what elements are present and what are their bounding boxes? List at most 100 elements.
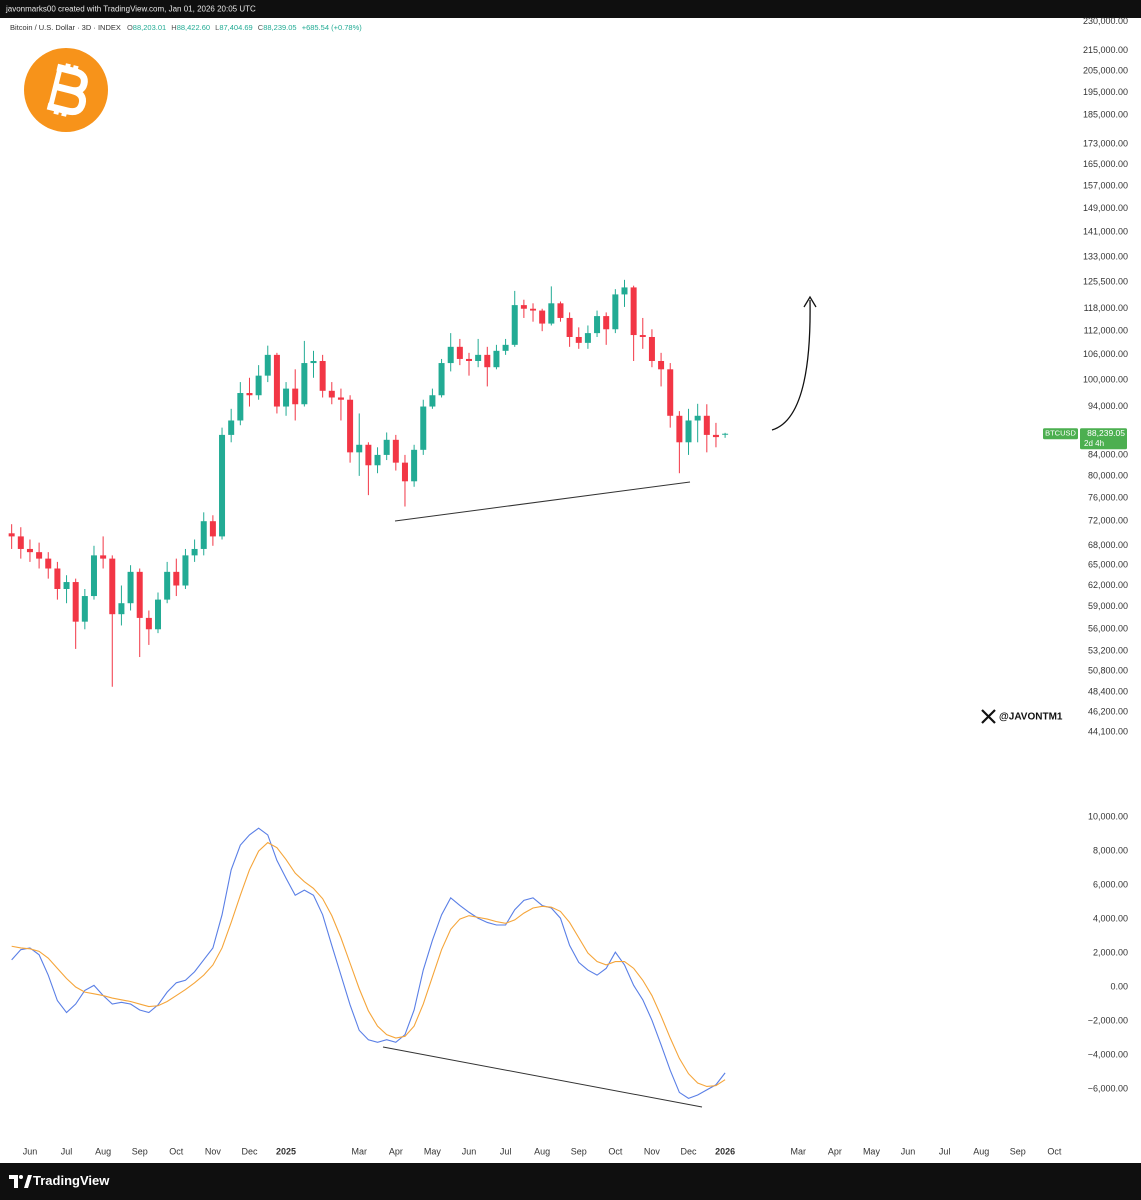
candle-body	[566, 317, 573, 337]
candle-body	[310, 360, 317, 364]
x-tick-label: Jun	[901, 1146, 916, 1156]
x-tick-label: Nov	[205, 1146, 222, 1156]
ohlc-key: H	[171, 23, 176, 32]
y-tick-label: 100,000.00	[1083, 374, 1128, 384]
y-tick-label: −2,000.00	[1088, 1015, 1128, 1025]
candle-body	[209, 521, 216, 537]
y-tick-label: 2,000.00	[1093, 947, 1128, 957]
candle-body	[347, 399, 354, 453]
candle-body	[301, 363, 308, 405]
x-tick-label: Apr	[389, 1146, 403, 1156]
candle-body	[694, 415, 701, 421]
candle-body	[90, 555, 97, 597]
candle-body	[712, 434, 719, 438]
ohlc-value: 88,239.05	[263, 23, 296, 32]
candle-body	[328, 390, 335, 398]
ohlc-value: 88,203.01	[133, 23, 166, 32]
candle-body	[127, 571, 134, 604]
candle-body	[136, 571, 143, 618]
candle-body	[667, 369, 674, 416]
candle-body	[63, 582, 70, 589]
y-tick-label: 6,000.00	[1093, 879, 1128, 889]
candle-body	[465, 358, 472, 361]
x-tick-label: Dec	[681, 1146, 698, 1156]
candle-body	[283, 388, 290, 407]
candle-body	[191, 548, 198, 556]
candle-body	[26, 548, 33, 553]
x-logo	[981, 709, 996, 724]
footer-bar	[0, 1163, 1141, 1200]
candle-body	[603, 316, 610, 330]
logo-mark	[19, 1175, 23, 1179]
logo-mark	[9, 1175, 18, 1188]
logo-glyph	[46, 63, 88, 117]
ohlc-key: L	[215, 23, 219, 32]
candle-body	[182, 555, 189, 586]
ohlc-key: O	[127, 23, 133, 32]
y-tick-label: −6,000.00	[1088, 1083, 1128, 1093]
candle-body	[45, 558, 52, 569]
candle-body	[292, 388, 299, 405]
candles	[8, 279, 729, 687]
y-tick-label: 46,200.00	[1088, 706, 1128, 716]
candle-body	[484, 354, 491, 368]
x-tick-label: Jul	[939, 1146, 951, 1156]
y-tick-label: 84,000.00	[1088, 449, 1128, 459]
candle-body	[648, 336, 655, 361]
y-tick-label: 80,000.00	[1088, 470, 1128, 480]
candle-body	[356, 444, 363, 453]
symbol-legend: Bitcoin / U.S. Dollar · 3D · INDEX O88,2…	[10, 23, 362, 32]
y-tick-label: 141,000.00	[1083, 227, 1128, 237]
y-tick-label: 50,800.00	[1088, 666, 1128, 676]
candle-body	[155, 599, 162, 630]
y-tick-label: 205,000.00	[1083, 66, 1128, 76]
candle-body	[685, 420, 692, 443]
candle-body	[118, 603, 125, 615]
candle-body	[383, 439, 390, 455]
candle-body	[109, 558, 116, 615]
x-tick-label: May	[863, 1146, 881, 1156]
bitcoin-logo	[24, 48, 108, 132]
y-tick-label: 53,200.00	[1088, 646, 1128, 656]
y-tick-label: 62,000.00	[1088, 580, 1128, 590]
y-tick-label: 0.00	[1110, 981, 1128, 991]
y-tick-label: 4,000.00	[1093, 913, 1128, 923]
x-tick-label: 2025	[276, 1146, 296, 1156]
candle-body	[365, 444, 372, 466]
x-tick-label: Dec	[241, 1146, 258, 1156]
candle-body	[539, 310, 546, 324]
candle-body	[255, 375, 262, 396]
oscillator-line	[11, 841, 726, 1088]
oscillator-line	[11, 827, 726, 1099]
candle-body	[374, 454, 381, 466]
x-tick-label: Sep	[132, 1146, 148, 1156]
y-tick-label: 10,000.00	[1088, 811, 1128, 821]
change: +685.54 (+0.78%)	[302, 23, 363, 32]
top-bar	[0, 0, 1141, 18]
y-tick-label: 65,000.00	[1088, 560, 1128, 570]
y-tick-label: 44,100.00	[1088, 726, 1128, 736]
candle-body	[639, 335, 646, 337]
y-tick-label: 195,000.00	[1083, 87, 1128, 97]
candle-body	[520, 305, 527, 309]
x-tick-label: Sep	[1010, 1146, 1026, 1156]
x-tick-label: Oct	[608, 1146, 623, 1156]
x-tick-label: 2026	[715, 1146, 735, 1156]
candle-body	[493, 350, 500, 368]
x-tick-label: Aug	[534, 1146, 550, 1156]
y-tick-label: 230,000.00	[1083, 16, 1128, 26]
last-price-text: 88,239.05	[1087, 428, 1125, 438]
x-tick-label: Oct	[1047, 1146, 1062, 1156]
candle-body	[511, 305, 518, 345]
candle-body	[145, 617, 152, 630]
trend-line	[382, 1046, 703, 1108]
header-text: javonmarks00 created with TradingView.co…	[5, 5, 256, 14]
x-tick-label: Aug	[95, 1146, 111, 1156]
y-tick-label: 125,500.00	[1083, 277, 1128, 287]
x-tick-label: Sep	[571, 1146, 587, 1156]
symbol-badge-text: BTCUSD	[1045, 429, 1076, 438]
footer-text: TradingView	[33, 1173, 110, 1188]
countdown-text: 2d 4h	[1084, 439, 1104, 448]
candle-body	[429, 395, 436, 407]
